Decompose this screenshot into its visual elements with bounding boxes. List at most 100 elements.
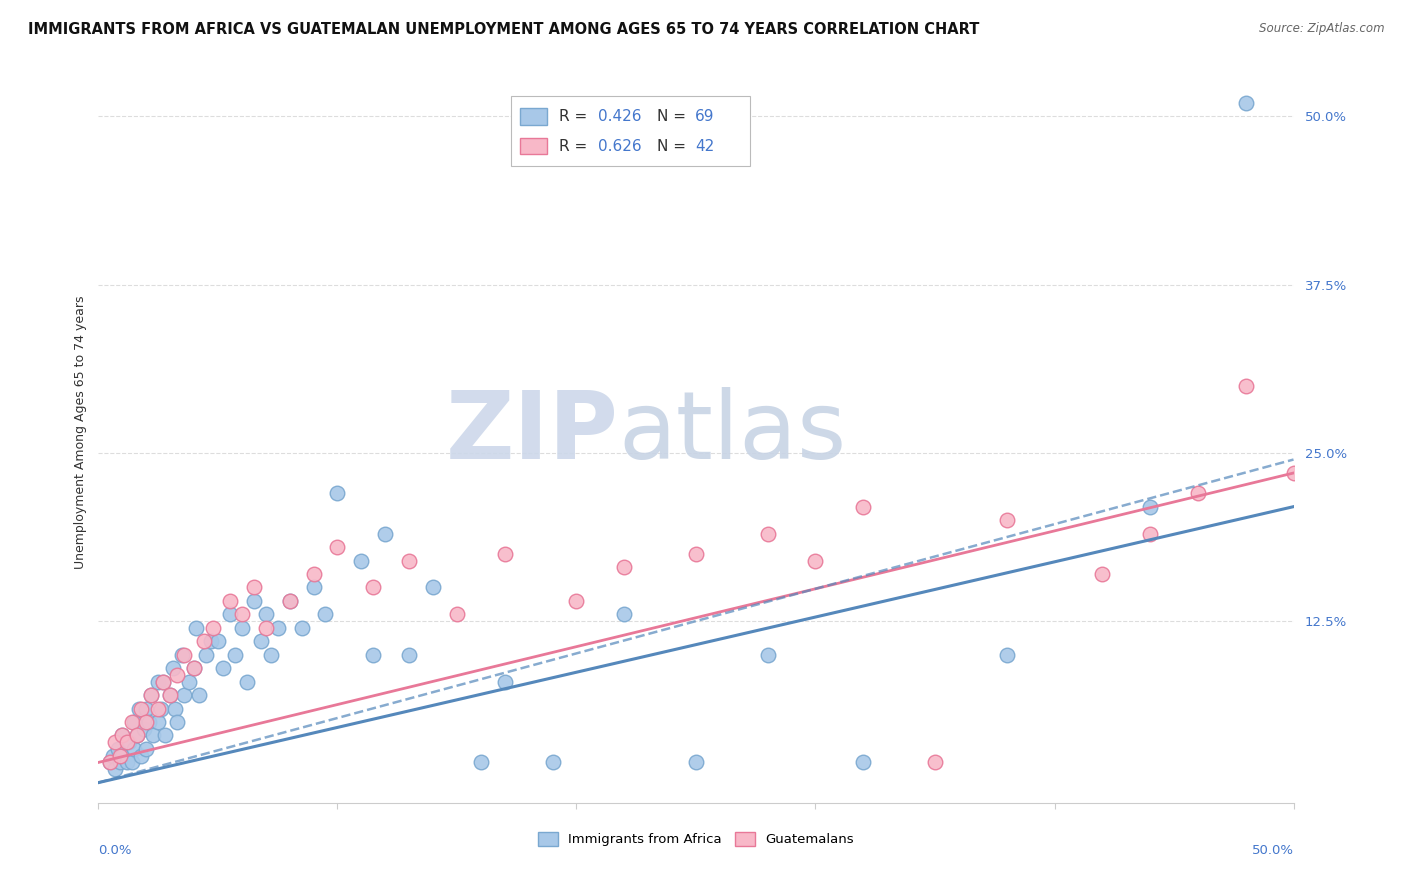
Point <box>142 729 165 743</box>
Bar <box>520 108 547 125</box>
Text: Source: ZipAtlas.com: Source: ZipAtlas.com <box>1260 22 1385 36</box>
Point <box>148 701 170 715</box>
Point <box>101 748 124 763</box>
Point <box>173 648 195 662</box>
Point <box>125 729 148 743</box>
Point <box>422 581 444 595</box>
Point <box>111 729 134 743</box>
Point <box>315 607 337 622</box>
Point <box>104 735 127 749</box>
Point <box>124 714 146 729</box>
Point <box>211 661 233 675</box>
Point <box>183 661 205 675</box>
Point <box>374 526 396 541</box>
Point <box>470 756 492 770</box>
Point <box>254 621 277 635</box>
Point <box>219 594 242 608</box>
Point <box>756 526 779 541</box>
Point <box>494 674 516 689</box>
Point <box>111 748 134 763</box>
Text: N =: N = <box>657 109 690 124</box>
Point <box>183 661 205 675</box>
Point <box>1282 466 1305 480</box>
Point <box>326 540 349 554</box>
Point <box>104 762 127 776</box>
Point <box>131 748 153 763</box>
Bar <box>520 138 547 154</box>
Point <box>155 729 177 743</box>
Point <box>124 742 146 756</box>
Point <box>121 756 143 770</box>
Point <box>243 581 266 595</box>
Point <box>200 634 222 648</box>
Point <box>166 714 188 729</box>
Point <box>108 748 131 763</box>
Point <box>195 648 218 662</box>
Point <box>363 581 385 595</box>
Point <box>1234 378 1257 392</box>
Point <box>149 701 172 715</box>
Point <box>139 688 162 702</box>
Point <box>398 648 420 662</box>
Point <box>135 714 157 729</box>
Point <box>259 648 281 662</box>
Point <box>1091 566 1114 581</box>
Point <box>231 621 253 635</box>
Point <box>172 648 194 662</box>
Text: 42: 42 <box>695 138 714 153</box>
Point <box>207 634 229 648</box>
Point <box>163 701 186 715</box>
Point <box>326 486 349 500</box>
Point <box>148 714 170 729</box>
Point <box>121 714 143 729</box>
Point <box>1139 500 1161 514</box>
Point <box>186 621 208 635</box>
Point <box>219 607 242 622</box>
Point <box>107 742 129 756</box>
Point <box>202 621 225 635</box>
Legend: Immigrants from Africa, Guatemalans: Immigrants from Africa, Guatemalans <box>533 827 859 852</box>
FancyBboxPatch shape <box>510 95 749 166</box>
Point <box>685 547 707 561</box>
Point <box>1234 95 1257 110</box>
Text: N =: N = <box>657 138 690 153</box>
Point <box>152 674 174 689</box>
Point <box>267 621 290 635</box>
Text: 69: 69 <box>695 109 714 124</box>
Point <box>254 607 277 622</box>
Point <box>111 729 134 743</box>
Text: R =: R = <box>558 138 592 153</box>
Point <box>231 607 253 622</box>
Point <box>159 688 181 702</box>
Point <box>98 756 122 770</box>
Text: IMMIGRANTS FROM AFRICA VS GUATEMALAN UNEMPLOYMENT AMONG AGES 65 TO 74 YEARS CORR: IMMIGRANTS FROM AFRICA VS GUATEMALAN UNE… <box>28 22 980 37</box>
Point <box>804 553 827 567</box>
Point <box>250 634 273 648</box>
Text: 50.0%: 50.0% <box>1251 844 1294 856</box>
Text: ZIP: ZIP <box>446 386 619 479</box>
Point <box>166 668 188 682</box>
Point <box>613 607 636 622</box>
Point <box>159 688 181 702</box>
Point <box>756 648 779 662</box>
Point <box>302 566 325 581</box>
Point <box>162 661 184 675</box>
Text: 0.0%: 0.0% <box>98 844 132 856</box>
Point <box>235 674 257 689</box>
Point <box>115 756 138 770</box>
Point <box>128 701 150 715</box>
Point <box>302 581 325 595</box>
Point <box>494 547 516 561</box>
Point <box>115 735 138 749</box>
Point <box>108 756 131 770</box>
Point <box>1139 526 1161 541</box>
Point <box>398 553 420 567</box>
Point <box>243 594 266 608</box>
Point <box>924 756 946 770</box>
Point <box>135 742 157 756</box>
Point <box>852 756 875 770</box>
Point <box>541 756 564 770</box>
Point <box>995 648 1018 662</box>
Point <box>224 648 246 662</box>
Point <box>135 701 157 715</box>
